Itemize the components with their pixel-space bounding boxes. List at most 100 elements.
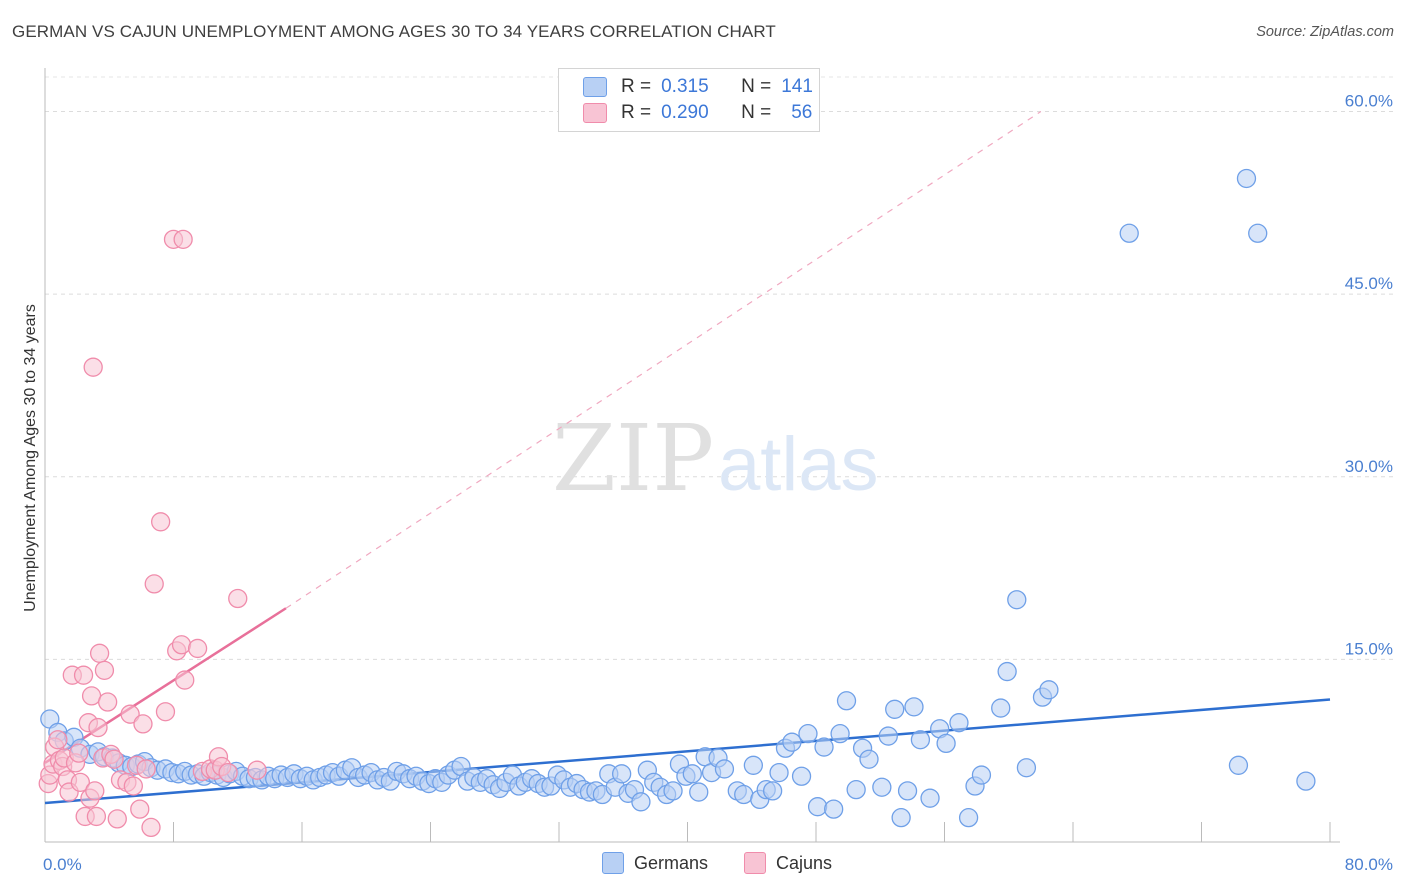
series-legend: Germans Cajuns <box>0 852 1406 878</box>
cajuns-point <box>70 772 90 792</box>
cajuns-point <box>88 717 108 738</box>
germans-point <box>859 749 879 769</box>
germans-point <box>1007 590 1027 610</box>
cajuns-point <box>89 643 110 663</box>
legend-item-cajuns[interactable]: Cajuns <box>744 852 832 874</box>
legend-cajuns-swatch <box>744 852 766 874</box>
y-tick-label: 30.0% <box>1345 457 1393 476</box>
cajuns-point <box>94 660 115 680</box>
germans-point <box>1236 168 1257 189</box>
germans-point <box>807 797 828 817</box>
legend-row-cajuns: R = 0.290 N = 56 <box>583 101 812 125</box>
y-tick-label: 60.0% <box>1345 92 1393 111</box>
germans-point <box>682 764 702 784</box>
germans-point <box>814 737 834 757</box>
cajuns-point <box>228 588 248 609</box>
x-tick-label-end: 80.0% <box>1345 855 1393 874</box>
cajuns-point <box>83 357 103 377</box>
cajuns-point <box>155 702 176 722</box>
cajuns-point <box>141 817 161 838</box>
germans-n-label: N = <box>741 76 772 97</box>
cajuns-n-label: N = <box>741 102 772 123</box>
legend-germans-swatch <box>602 852 624 874</box>
germans-point <box>920 788 940 808</box>
cajuns-point <box>73 665 94 685</box>
germans-point <box>631 792 651 812</box>
germans-n-value: 141 <box>781 76 813 97</box>
germans-point <box>1016 758 1037 778</box>
germans-point <box>885 699 905 719</box>
x-tick-label-start: 0.0% <box>43 855 82 874</box>
germans-point <box>904 697 924 717</box>
germans-r-label: R = <box>621 76 652 97</box>
germans-point <box>872 777 892 797</box>
cajuns-point <box>133 714 153 734</box>
cajuns-point <box>173 229 193 250</box>
germans-point <box>1119 223 1139 243</box>
germans-point <box>878 726 898 746</box>
correlation-legend: R = 0.315 N = 141 R = 0.290 N = 56 <box>558 68 820 132</box>
germans-point <box>1296 771 1316 791</box>
watermark-zip: ZIP <box>552 405 714 512</box>
series-cajuns <box>38 229 267 838</box>
cajuns-point <box>120 704 140 724</box>
germans-point <box>991 698 1011 718</box>
cajuns-swatch <box>583 103 607 123</box>
germans-point <box>910 730 931 750</box>
axes <box>44 68 1340 843</box>
cajuns-r-value: 0.290 <box>661 102 709 123</box>
germans-point <box>846 779 866 800</box>
germans-point <box>1039 680 1059 700</box>
germans-swatch <box>583 77 607 97</box>
y-axis-label: Unemployment Among Ages 30 to 34 years <box>22 304 39 612</box>
cajuns-point <box>171 635 192 655</box>
germans-trend-line <box>44 698 1331 805</box>
tick-labels: 15.0% 30.0% 45.0% 60.0% 0.0% 80.0% <box>43 92 1393 874</box>
data-points <box>38 168 1316 838</box>
germans-point <box>791 766 812 786</box>
gridlines <box>45 76 1395 660</box>
germans-point <box>714 759 735 779</box>
cajuns-point <box>81 686 102 706</box>
legend-item-germans[interactable]: Germans <box>602 852 708 874</box>
germans-point <box>1248 223 1268 243</box>
cajuns-r-label: R = <box>621 102 652 123</box>
germans-point <box>824 799 844 819</box>
germans-point <box>971 765 992 785</box>
germans-point <box>891 808 911 828</box>
series-germans <box>40 168 1316 828</box>
cajuns-point <box>97 692 118 712</box>
cajuns-point <box>247 760 267 780</box>
cajuns-point <box>218 762 238 783</box>
germans-point <box>958 808 979 828</box>
cajuns-n-value: 56 <box>791 102 813 123</box>
cajuns-point <box>104 749 124 769</box>
cajuns-point <box>136 759 156 779</box>
cajuns-trend-line <box>44 607 287 764</box>
cajuns-point <box>48 730 68 750</box>
cajuns-point <box>123 776 143 796</box>
germans-point <box>663 781 683 801</box>
germans-point <box>769 762 789 783</box>
germans-point <box>836 691 857 711</box>
watermark: ZIP atlas <box>552 405 879 512</box>
cajuns-point <box>150 512 171 532</box>
germans-point <box>611 764 632 784</box>
germans-point <box>1228 755 1249 775</box>
cajuns-point <box>85 781 105 801</box>
legend-germans-label: Germans <box>634 852 709 873</box>
cajuns-point <box>69 743 89 763</box>
germans-point <box>936 733 956 754</box>
germans-r-value: 0.315 <box>661 76 709 97</box>
legend-cajuns-label: Cajuns <box>776 852 833 873</box>
y-tick-label: 15.0% <box>1345 639 1393 658</box>
germans-point <box>689 782 709 802</box>
cajuns-point <box>187 638 208 659</box>
germans-point <box>743 755 764 775</box>
source-label: Source: ZipAtlas.com <box>1256 24 1394 40</box>
watermark-atlas: atlas <box>718 422 879 507</box>
germans-point <box>798 723 818 744</box>
y-tick-label: 45.0% <box>1345 274 1393 293</box>
cajuns-point <box>107 809 127 829</box>
